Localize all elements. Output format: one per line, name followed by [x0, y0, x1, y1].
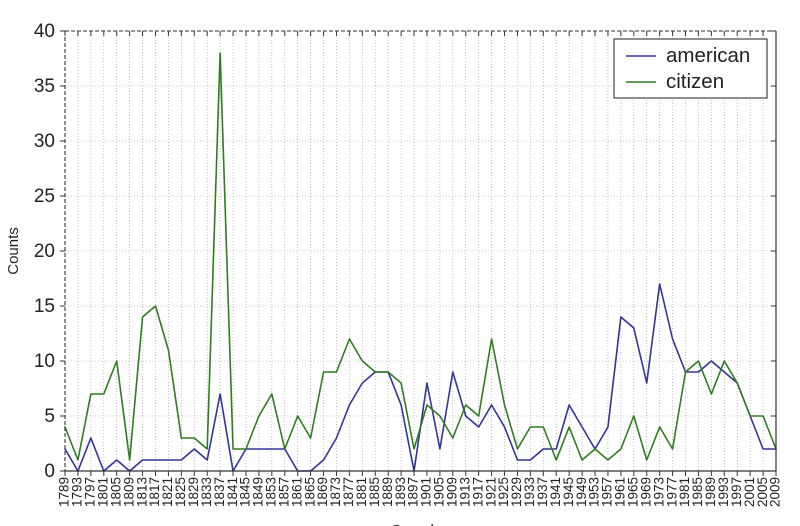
- svg-text:25: 25: [34, 186, 55, 207]
- svg-text:10: 10: [34, 351, 55, 372]
- svg-text:5: 5: [44, 406, 55, 427]
- svg-text:citizen: citizen: [666, 70, 724, 93]
- svg-text:20: 20: [34, 241, 55, 262]
- svg-text:15: 15: [34, 296, 55, 317]
- svg-text:0: 0: [44, 461, 55, 482]
- svg-text:2009: 2009: [768, 477, 783, 507]
- svg-text:Counts: Counts: [5, 227, 22, 275]
- svg-text:30: 30: [34, 131, 55, 152]
- svg-text:35: 35: [34, 76, 55, 97]
- svg-text:40: 40: [34, 21, 55, 42]
- svg-text:Samples: Samples: [391, 522, 449, 526]
- svg-text:american: american: [666, 44, 750, 67]
